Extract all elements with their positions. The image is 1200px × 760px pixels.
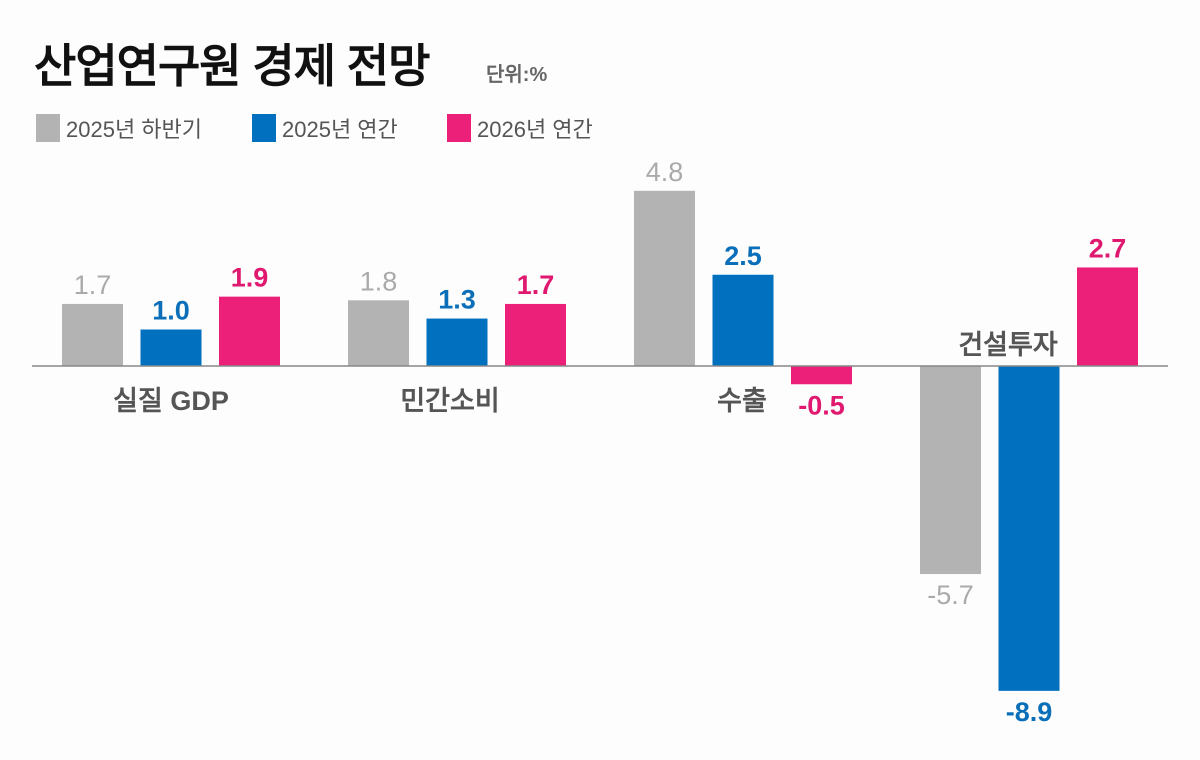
bar xyxy=(348,300,409,366)
bar xyxy=(426,318,488,366)
data-label: 1.7 xyxy=(74,270,112,300)
data-label: -5.7 xyxy=(927,580,974,610)
data-label: 2.5 xyxy=(724,241,762,271)
data-label: 4.8 xyxy=(646,157,684,187)
legend-item-2025-h2: 2025년 하반기 xyxy=(36,112,202,144)
bar xyxy=(791,366,852,385)
data-label: 1.0 xyxy=(152,296,190,326)
legend-swatch xyxy=(447,114,471,142)
data-label: 1.7 xyxy=(517,270,555,300)
legend-label: 2025년 연간 xyxy=(282,117,398,142)
data-label: -0.5 xyxy=(798,390,845,420)
category-label: 민간소비 xyxy=(400,386,499,416)
legend-label: 2026년 연간 xyxy=(477,117,593,142)
legend-swatch xyxy=(36,114,60,142)
bar xyxy=(140,329,202,366)
legend-swatch xyxy=(252,114,276,142)
category-label: 실질 GDP xyxy=(113,386,229,416)
legend-item-2025-annual: 2025년 연간 xyxy=(252,112,398,144)
bar xyxy=(634,190,695,366)
bar xyxy=(219,296,280,366)
bar xyxy=(505,303,566,366)
bar xyxy=(920,366,981,575)
data-label: 2.7 xyxy=(1089,233,1127,263)
data-label: 1.8 xyxy=(360,266,398,296)
chart-title: 산업연구원 경제 전망 xyxy=(34,40,430,92)
bar xyxy=(1077,267,1138,366)
bar xyxy=(62,303,123,366)
bar xyxy=(712,274,774,366)
data-label: -8.9 xyxy=(1006,697,1053,727)
unit-label: 단위:% xyxy=(486,64,548,86)
data-label: 1.3 xyxy=(438,285,476,315)
category-label: 건설투자 xyxy=(958,330,1058,360)
legend-label: 2025년 하반기 xyxy=(66,117,203,142)
bar xyxy=(998,366,1060,691)
data-label: 1.9 xyxy=(231,263,269,293)
legend-item-2026-annual: 2026년 연간 xyxy=(447,112,593,144)
category-label: 수출 xyxy=(717,386,767,416)
